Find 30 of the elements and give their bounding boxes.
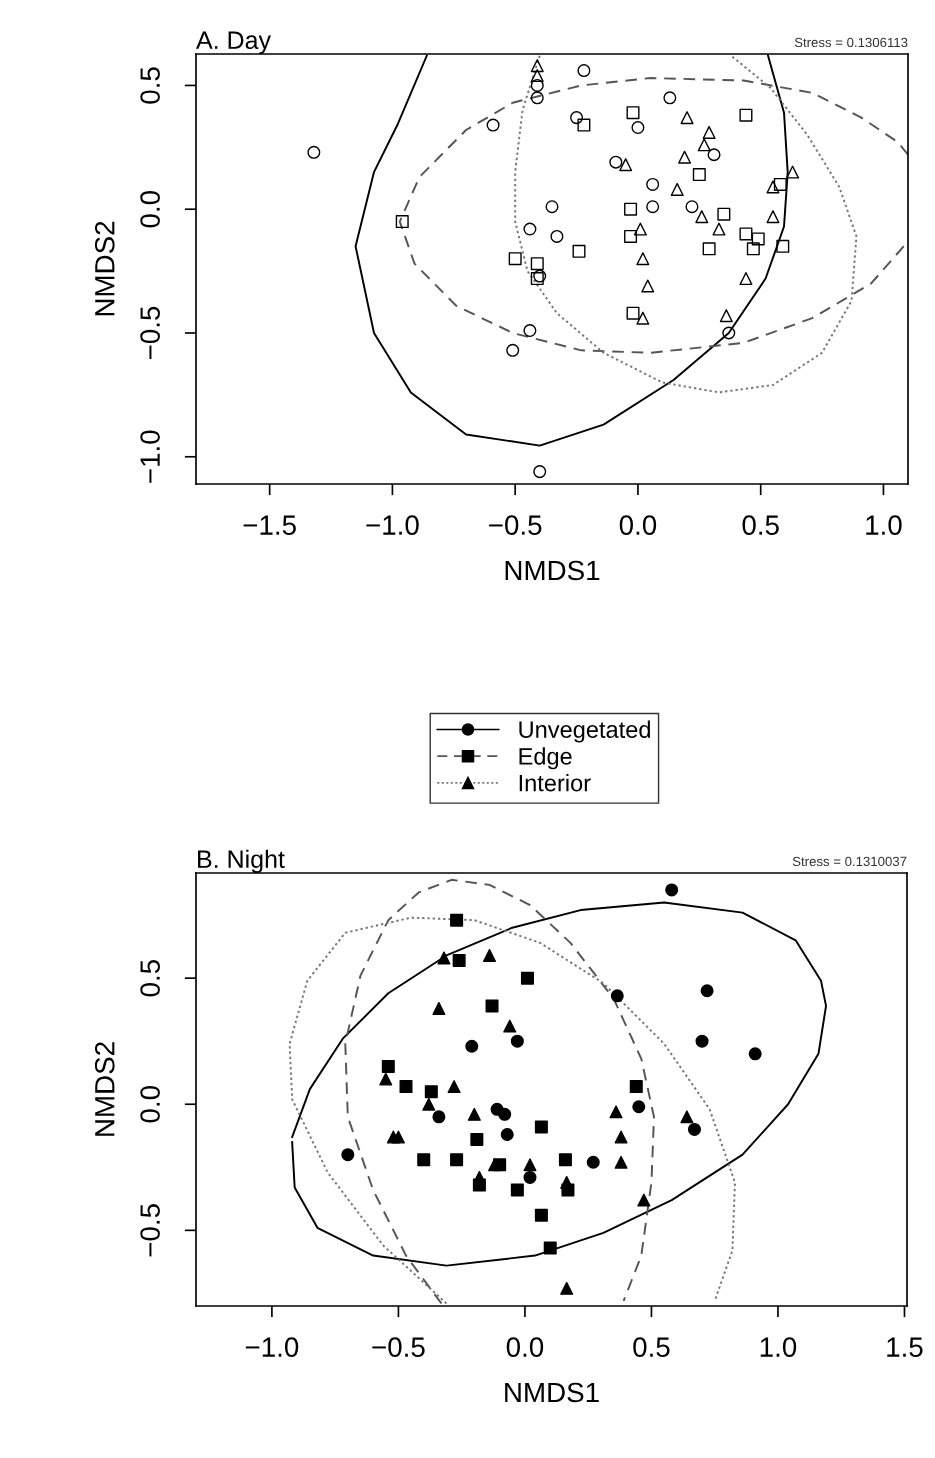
y-tick-label: 0.5 — [140, 960, 160, 997]
x-tick-label: −1.0 — [366, 515, 419, 535]
x-axis-title: NMDS1 — [505, 1382, 599, 1403]
y-axis-title: NMDS2 — [94, 221, 115, 316]
x-tick-label: −0.5 — [489, 515, 542, 535]
legend-label: Unvegetated — [519, 720, 650, 743]
x-tick-label: 0.5 — [633, 1337, 670, 1357]
y-tick-label: −0.5 — [140, 1204, 160, 1257]
y-tick-label: 0.5 — [140, 67, 160, 104]
x-tick-label: 1.0 — [760, 1337, 797, 1357]
legend-label: Edge — [519, 747, 572, 770]
chart-title: B. Night — [198, 849, 285, 873]
x-tick-label: 0.0 — [619, 515, 657, 535]
text: Stress = 0.1310037 — [792, 856, 907, 867]
y-axis-title: NMDS2 — [94, 1042, 115, 1136]
x-axis-title: NMDS1 — [505, 560, 600, 581]
x-tick-label: −0.5 — [372, 1337, 425, 1357]
y-tick-label: −0.5 — [140, 306, 160, 360]
x-tick-label: −1.0 — [245, 1337, 299, 1357]
legend-label: Interior — [519, 774, 591, 792]
chart-title: A. Day — [196, 31, 271, 54]
text: Stress = 0.1306113 — [794, 37, 908, 48]
y-tick-label: −1.0 — [140, 430, 160, 483]
y-tick-label: 0.0 — [140, 1086, 160, 1123]
x-tick-label: 1.0 — [866, 515, 902, 535]
x-tick-label: 0.5 — [742, 515, 779, 535]
x-tick-label: 1.5 — [887, 1337, 923, 1357]
x-tick-label: −1.5 — [243, 515, 296, 535]
x-tick-label: 0.0 — [506, 1337, 544, 1357]
y-tick-label: 0.0 — [140, 190, 160, 228]
